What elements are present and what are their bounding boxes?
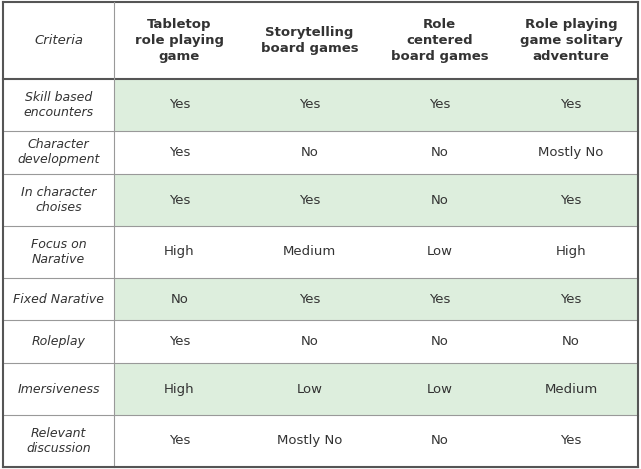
Text: Yes: Yes: [560, 98, 582, 111]
Text: Yes: Yes: [560, 194, 582, 207]
Text: No: No: [431, 335, 449, 348]
Text: Yes: Yes: [429, 293, 450, 305]
Text: Yes: Yes: [169, 335, 190, 348]
Text: Low: Low: [296, 383, 322, 396]
Text: Low: Low: [426, 383, 453, 396]
Text: No: No: [301, 146, 319, 159]
Text: Storytelling
board games: Storytelling board games: [261, 26, 358, 55]
Bar: [504, 2, 638, 79]
Text: High: High: [556, 245, 587, 258]
Text: No: No: [431, 146, 449, 159]
Text: Medium: Medium: [283, 245, 336, 258]
Text: High: High: [164, 383, 195, 396]
Bar: [114, 79, 638, 130]
Bar: [3, 2, 114, 79]
Text: Medium: Medium: [545, 383, 598, 396]
Text: Low: Low: [426, 245, 453, 258]
Bar: [244, 2, 374, 79]
Text: Yes: Yes: [560, 293, 582, 305]
Text: Relevant
discussion: Relevant discussion: [26, 427, 91, 455]
Text: Tabletop
role playing
game: Tabletop role playing game: [135, 18, 224, 63]
Text: Yes: Yes: [169, 98, 190, 111]
Text: Yes: Yes: [299, 194, 320, 207]
Bar: [114, 278, 638, 320]
Text: Yes: Yes: [299, 293, 320, 305]
Text: Imersiveness: Imersiveness: [17, 383, 100, 396]
Text: In character
choises: In character choises: [21, 186, 96, 214]
Text: Yes: Yes: [169, 434, 190, 447]
Text: Mostly No: Mostly No: [538, 146, 604, 159]
Text: No: No: [171, 293, 188, 305]
Text: Role playing
game solitary
adventure: Role playing game solitary adventure: [520, 18, 622, 63]
Text: No: No: [562, 335, 580, 348]
Text: Yes: Yes: [429, 98, 450, 111]
Bar: [374, 2, 504, 79]
Text: Yes: Yes: [169, 194, 190, 207]
Text: Roleplay: Roleplay: [32, 335, 86, 348]
Text: Mostly No: Mostly No: [277, 434, 342, 447]
Text: No: No: [431, 194, 449, 207]
Text: Character
development: Character development: [17, 138, 100, 166]
Text: Yes: Yes: [560, 434, 582, 447]
Bar: [114, 2, 244, 79]
Bar: [114, 363, 638, 415]
Text: Skill based
encounters: Skill based encounters: [24, 91, 94, 119]
Text: No: No: [431, 434, 449, 447]
Text: No: No: [301, 335, 319, 348]
Text: Fixed Narative: Fixed Narative: [13, 293, 104, 305]
Text: Criteria: Criteria: [34, 34, 83, 47]
Text: High: High: [164, 245, 195, 258]
Bar: [114, 174, 638, 226]
Text: Role
centered
board games: Role centered board games: [390, 18, 488, 63]
Text: Yes: Yes: [169, 146, 190, 159]
Text: Yes: Yes: [299, 98, 320, 111]
Text: Focus on
Narative: Focus on Narative: [31, 238, 87, 266]
